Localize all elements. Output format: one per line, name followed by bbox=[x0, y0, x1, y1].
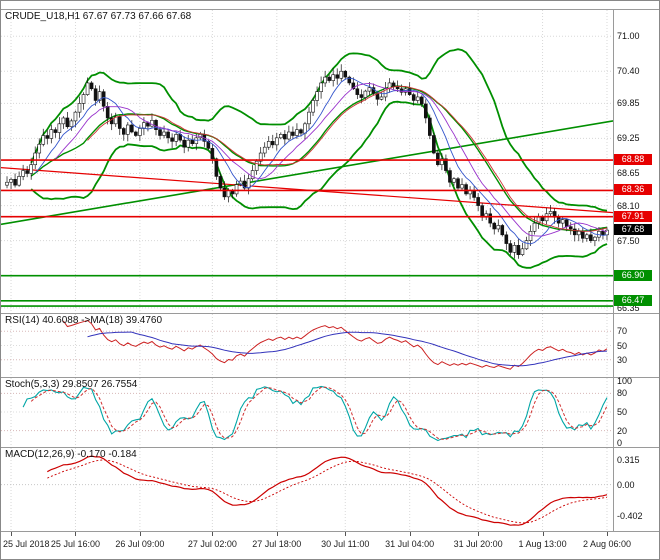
axis-label: 68.65 bbox=[617, 168, 640, 179]
axis-label: 71.00 bbox=[617, 31, 640, 42]
stoch-panel[interactable] bbox=[1, 378, 613, 447]
axis-label: 69.25 bbox=[617, 133, 640, 144]
axis-label: 50 bbox=[617, 407, 628, 417]
macd-line bbox=[47, 455, 608, 526]
axis-label: 0.315 bbox=[617, 455, 640, 466]
trendline-0 bbox=[1, 120, 613, 226]
time-tick bbox=[75, 532, 77, 536]
time-tick bbox=[606, 532, 608, 536]
axis-label: 30 bbox=[617, 354, 628, 365]
axis-label: 100 bbox=[617, 376, 633, 386]
axis-label: 66.35 bbox=[617, 302, 640, 313]
time-label: 30 Jul 11:00 bbox=[321, 539, 370, 549]
axis-label: 70 bbox=[617, 326, 628, 337]
macd-axis[interactable]: 0.315 0.00 -0.402 bbox=[614, 448, 659, 531]
axis-label: 50 bbox=[617, 340, 628, 351]
axis-label: 70.40 bbox=[617, 66, 640, 77]
ma-8 bbox=[34, 77, 608, 245]
time-tick bbox=[478, 532, 480, 536]
axis-label: 69.85 bbox=[617, 98, 640, 109]
panel-separator[interactable] bbox=[1, 377, 659, 378]
ma-21 bbox=[87, 85, 608, 232]
time-tick bbox=[212, 532, 214, 536]
axis-label: 67.50 bbox=[617, 235, 640, 246]
price-chart-panel[interactable] bbox=[1, 10, 613, 313]
rsi-line bbox=[62, 319, 608, 370]
axis-label: 0.00 bbox=[617, 479, 635, 490]
time-label: 27 Jul 02:00 bbox=[187, 539, 237, 549]
price-axis[interactable]: 71.00 70.40 69.85 69.25 68.65 68.10 67.50 66.35… bbox=[614, 10, 659, 313]
axis-label: 68.10 bbox=[617, 200, 640, 211]
time-label: 1 Aug 13:00 bbox=[518, 539, 567, 549]
price-tag: 68.88 bbox=[614, 154, 652, 166]
axis-label: -0.402 bbox=[617, 510, 643, 521]
macd-panel[interactable] bbox=[1, 448, 613, 531]
candles-layer bbox=[5, 64, 609, 259]
axis-separator bbox=[613, 9, 614, 531]
rsi-plot-svg[interactable] bbox=[1, 314, 613, 377]
time-tick bbox=[139, 532, 141, 536]
panel-separator bbox=[1, 9, 659, 10]
stoch-k-line bbox=[22, 385, 608, 442]
ma-13 bbox=[54, 82, 608, 237]
bollinger-lower-band bbox=[30, 100, 608, 269]
time-tick bbox=[345, 532, 347, 536]
price-tag: 67.91 bbox=[614, 210, 652, 222]
axis-label: 80 bbox=[617, 388, 628, 399]
time-label: 25 Jul 2018 bbox=[3, 539, 50, 549]
time-label: 31 Jul 04:00 bbox=[385, 539, 435, 549]
time-label: 31 Jul 20:00 bbox=[453, 539, 503, 549]
time-label: 27 Jul 18:00 bbox=[252, 539, 302, 549]
panel-separator bbox=[1, 531, 659, 532]
time-tick bbox=[409, 532, 411, 536]
bollinger-upper-band bbox=[30, 48, 608, 212]
time-label: 2 Aug 06:00 bbox=[582, 539, 632, 549]
price-tag: 68.36 bbox=[614, 184, 652, 196]
price-plot-svg[interactable] bbox=[1, 10, 613, 313]
rsi-ma-line bbox=[87, 331, 608, 367]
price-tag: 67.68 bbox=[614, 224, 652, 236]
axis-label: 0 bbox=[617, 438, 623, 448]
stoch-axis[interactable]: 100 80 50 20 0 bbox=[614, 376, 659, 448]
panel-separator[interactable] bbox=[1, 313, 659, 314]
stoch-plot-svg[interactable] bbox=[1, 378, 613, 447]
time-tick bbox=[11, 532, 13, 536]
price-tag: 66.47 bbox=[614, 294, 652, 306]
time-tick bbox=[276, 532, 278, 536]
macd-signal-line bbox=[47, 459, 608, 524]
rsi-axis[interactable]: 70 50 30 bbox=[614, 314, 659, 377]
price-tag: 66.90 bbox=[614, 269, 652, 281]
time-label: 26 Jul 09:00 bbox=[115, 539, 165, 549]
time-tick bbox=[542, 532, 544, 536]
bollinger-middle-band bbox=[30, 85, 608, 232]
panel-separator[interactable] bbox=[1, 447, 659, 448]
time-label: 25 Jul 16:00 bbox=[50, 539, 100, 549]
rsi-panel[interactable] bbox=[1, 314, 613, 377]
macd-plot-svg[interactable] bbox=[1, 448, 613, 531]
time-axis[interactable]: 25 Jul 2018 25 Jul 16:00 26 Jul 09:00 27 Ju… bbox=[1, 532, 659, 559]
axis-label: 20 bbox=[617, 425, 628, 436]
